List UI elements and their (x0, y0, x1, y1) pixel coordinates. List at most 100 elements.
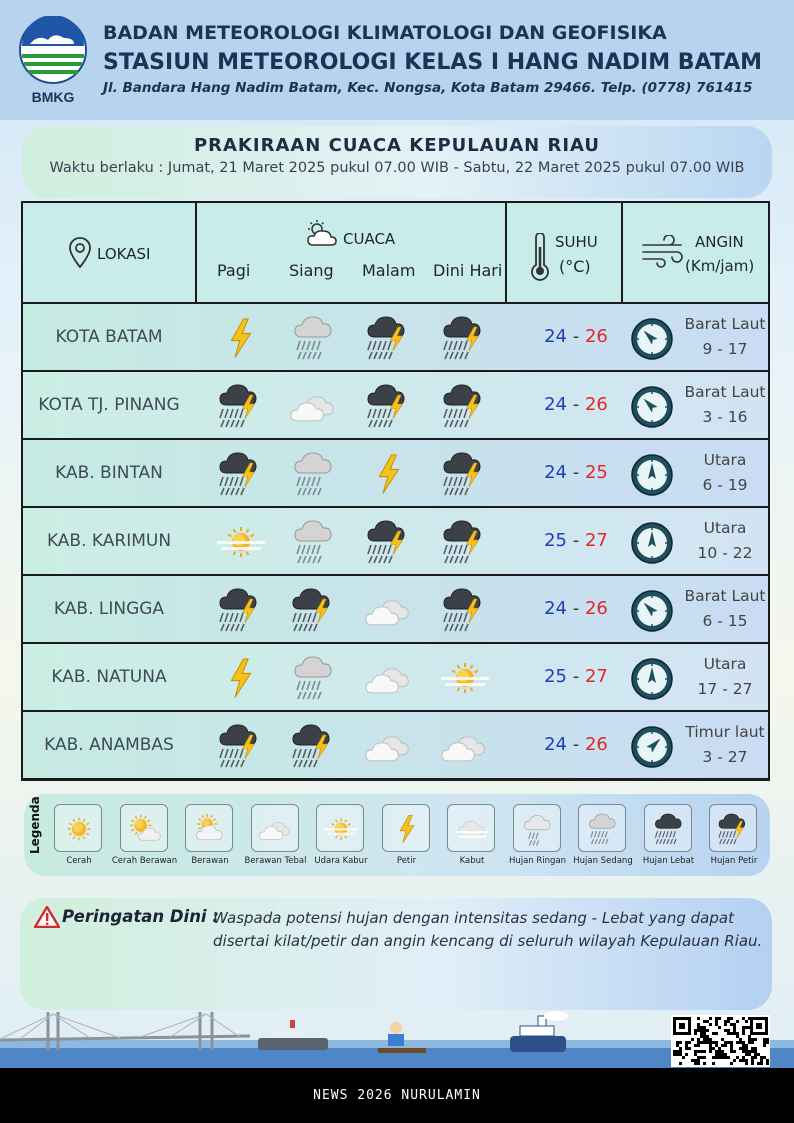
legend-label: Hujan Lebat (642, 856, 695, 866)
row-location: KAB. LINGGA (53, 599, 165, 619)
legend-label: Cerah Berawan (111, 856, 178, 866)
legend-cerah-icon (67, 817, 91, 841)
legend-item: Hujan Sedang (570, 804, 636, 874)
legend-label: Hujan Petir (710, 856, 758, 866)
warning-text: Waspada potensi hujan dengan intensitas … (213, 909, 763, 950)
legend-label: Cerah (66, 856, 92, 866)
legend-label: Hujan Ringan (508, 856, 567, 866)
row-location: KAB. BINTAN (55, 463, 163, 483)
row-location: KAB. ANAMBAS (44, 735, 174, 755)
hujan-petir-icon (367, 520, 405, 564)
legend-hujan-petir-icon (718, 813, 746, 845)
legend-item: Hujan Ringan (505, 804, 571, 874)
row-temperature: 24 - 26 (544, 326, 608, 347)
wind-speed: 6 - 19 (702, 476, 748, 494)
wind-direction: Barat Laut (684, 383, 766, 401)
table-row: KAB. KARIMUN 25 - 27 Utara 10 - 22 (23, 508, 768, 576)
header-period-malam: Malam (362, 261, 416, 280)
hujan-petir-icon (443, 384, 481, 428)
temp-max: 27 (584, 530, 608, 551)
temp-max: 25 (584, 462, 608, 483)
forecast-table: LOKASI CUACA Pagi Siang Malam Dini Hari … (21, 201, 770, 781)
row-temperature: 24 - 26 (544, 598, 608, 619)
table-row: KAB. BINTAN 24 - 25 Utara 6 - 19 (23, 440, 768, 508)
header-wind: ANGIN (695, 233, 744, 251)
legend-panel: Legenda Cerah Cerah Berawan Berawan Berawan… (24, 794, 770, 876)
temp-max: 26 (584, 598, 608, 619)
wind-speed: 3 - 27 (702, 748, 748, 766)
legend-item: Udara Kabur (308, 804, 374, 874)
hujan-petir-icon (443, 452, 481, 496)
legend-label: Hujan Sedang (573, 856, 633, 866)
header-banner: BMKG BADAN METEOROLOGI KLIMATOLOGI DAN G… (0, 0, 794, 120)
row-temperature: 24 - 26 (544, 734, 608, 755)
wind-direction: Utara (703, 519, 747, 537)
bmkg-logo: BMKG (19, 16, 87, 105)
header-wind-unit: (Km/jam) (685, 257, 755, 275)
temp-min: 24 (544, 734, 568, 755)
bridge-harbor-illustration (0, 1011, 794, 1068)
title-panel: PRAKIRAAN CUACA KEPULAUAN RIAU Waktu ber… (22, 126, 772, 198)
temp-min: 24 (544, 598, 568, 619)
wind-speed: 3 - 16 (702, 408, 748, 426)
header-location: LOKASI (97, 245, 151, 263)
temp-min: 24 (544, 462, 568, 483)
hujan-petir-icon (367, 316, 405, 360)
legend-item: Kabut (439, 804, 505, 874)
legend-item: Cerah Berawan (112, 804, 178, 874)
wind-direction: Timur laut (685, 723, 765, 741)
berawan-tebal-icon (365, 736, 409, 762)
berawan-tebal-icon (441, 736, 485, 762)
compass-icon (631, 590, 673, 632)
temp-max: 26 (584, 394, 608, 415)
compass-icon (631, 386, 673, 428)
compass-icon (631, 454, 673, 496)
temp-min: 24 (544, 326, 568, 347)
hujan-petir-icon (219, 588, 257, 632)
compass-icon (631, 726, 673, 768)
table-row: KAB. NATUNA 25 - 27 Utara 17 - 27 (23, 644, 768, 712)
logo-text: BMKG (32, 89, 75, 105)
hujan-sedang-icon (294, 452, 332, 496)
row-temperature: 24 - 25 (544, 462, 608, 483)
legend-hujan-sedang-icon (589, 813, 616, 845)
table-row: KAB. ANAMBAS 24 - 26 Timur laut 3 - 27 (23, 712, 768, 780)
temp-min: 25 (544, 530, 568, 551)
table-row: KOTA TJ. PINANG 24 - 26 Barat Laut 3 - 16 (23, 372, 768, 440)
hujan-petir-icon (292, 724, 330, 768)
wind-direction: Barat Laut (684, 315, 766, 333)
footer-bar: NEWS 2026 NURULAMIN (0, 1068, 794, 1123)
warning-icon (34, 906, 60, 928)
temp-min: 25 (544, 666, 568, 687)
hujan-petir-icon (443, 588, 481, 632)
agency-name: BADAN METEOROLOGI KLIMATOLOGI DAN GEOFIS… (103, 22, 667, 44)
header-period-siang: Siang (289, 261, 334, 280)
legend-label: Petir (396, 856, 417, 866)
compass-icon (631, 658, 673, 700)
legend-title: Legenda (28, 796, 42, 854)
wind-speed: 10 - 22 (697, 544, 753, 562)
berawan-tebal-icon (365, 668, 409, 694)
udara-kabur-icon (217, 527, 265, 557)
berawan-tebal-icon (290, 396, 334, 422)
qr-code[interactable] (671, 1015, 770, 1067)
location-pin-icon (69, 237, 91, 269)
petir-icon (230, 658, 252, 698)
compass-icon (631, 318, 673, 360)
legend-berawan-tebal-icon (258, 822, 290, 840)
table-row: KOTA BATAM 24 - 26 Barat Laut 9 - 17 (23, 304, 768, 372)
legend-hujan-lebat-icon (654, 813, 682, 845)
header-temp-unit: (°C) (559, 257, 591, 276)
hujan-petir-icon (219, 724, 257, 768)
legend-item: Berawan Tebal (243, 804, 309, 874)
thermometer-icon (531, 233, 549, 281)
wind-speed: 9 - 17 (702, 340, 748, 358)
row-temperature: 25 - 27 (544, 666, 608, 687)
temp-max: 26 (584, 734, 608, 755)
row-location: KAB. NATUNA (51, 667, 167, 687)
hujan-petir-icon (367, 384, 405, 428)
validity-period: Waktu berlaku : Jumat, 21 Maret 2025 puk… (49, 160, 745, 176)
berawan-tebal-icon (365, 600, 409, 626)
legend-label: Kabut (459, 856, 485, 866)
header-temp: SUHU (555, 233, 598, 251)
